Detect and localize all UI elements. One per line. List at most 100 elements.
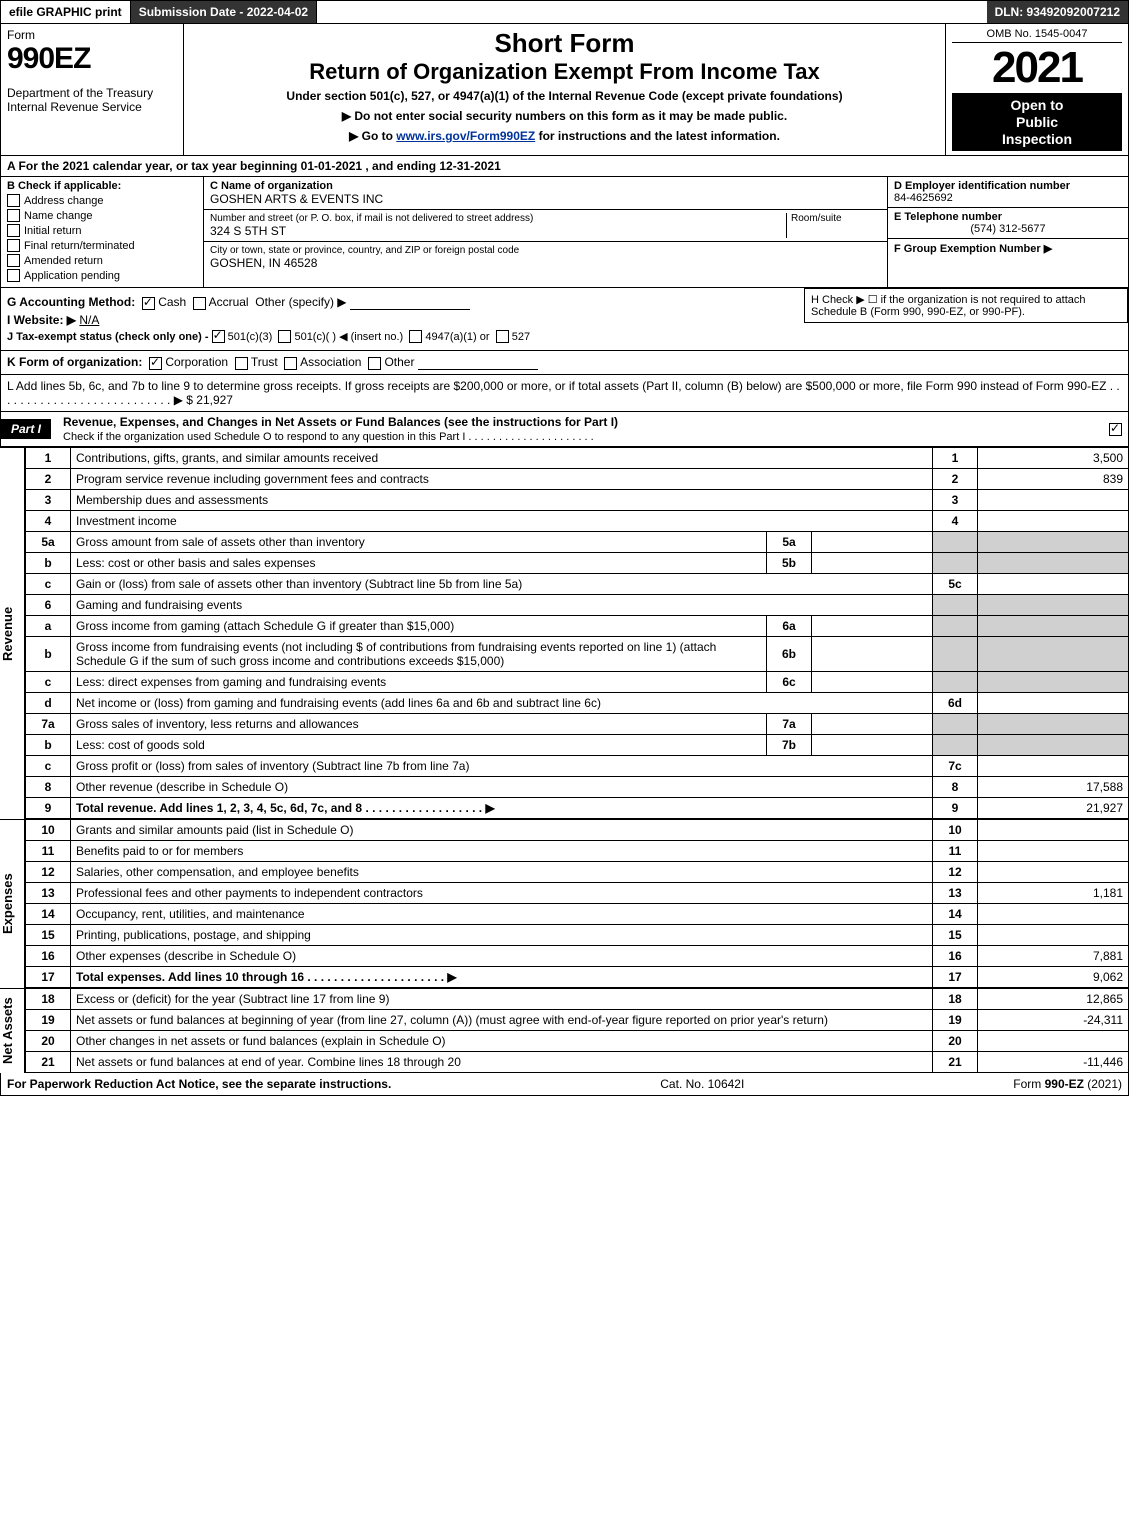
part1-label: Part I bbox=[1, 419, 51, 439]
form-header: Form 990EZ Department of the Treasury In… bbox=[0, 24, 1129, 156]
table-row: 6Gaming and fundraising events bbox=[26, 594, 1129, 615]
city-value: GOSHEN, IN 46528 bbox=[210, 256, 881, 270]
form-number: 990EZ bbox=[7, 42, 177, 76]
inspect-2: Public bbox=[954, 114, 1120, 131]
goto-post: for instructions and the latest informat… bbox=[539, 129, 780, 143]
chk-final-return[interactable]: Final return/terminated bbox=[7, 239, 197, 252]
table-row: 12Salaries, other compensation, and empl… bbox=[26, 861, 1129, 882]
chk-cash[interactable] bbox=[142, 297, 155, 310]
part1-sub: Check if the organization used Schedule … bbox=[63, 431, 594, 443]
inspect-3: Inspection bbox=[954, 131, 1120, 148]
topbar-spacer bbox=[317, 8, 986, 16]
page-footer: For Paperwork Reduction Act Notice, see … bbox=[0, 1073, 1129, 1096]
block-g-through-l: H Check ▶ ☐ if the organization is not r… bbox=[0, 288, 1129, 351]
table-row: 21Net assets or fund balances at end of … bbox=[26, 1051, 1129, 1072]
line-k: K Form of organization: Corporation Trus… bbox=[0, 351, 1129, 374]
goto-line: ▶ Go to www.irs.gov/Form990EZ for instru… bbox=[192, 129, 937, 143]
checkbox-icon bbox=[7, 224, 20, 237]
checkbox-icon bbox=[7, 269, 20, 282]
chk-address-change[interactable]: Address change bbox=[7, 194, 197, 207]
part1-title: Revenue, Expenses, and Changes in Net As… bbox=[59, 412, 1095, 446]
part1-bar: Part I Revenue, Expenses, and Changes in… bbox=[0, 412, 1129, 447]
chk-other-org[interactable] bbox=[368, 357, 381, 370]
chk-amended-return[interactable]: Amended return bbox=[7, 254, 197, 267]
chk-association[interactable] bbox=[284, 357, 297, 370]
table-row: bGross income from fundraising events (n… bbox=[26, 636, 1129, 671]
table-row: 13Professional fees and other payments t… bbox=[26, 882, 1129, 903]
table-row: 4Investment income4 bbox=[26, 510, 1129, 531]
table-row: 16Other expenses (describe in Schedule O… bbox=[26, 945, 1129, 966]
street-label: Number and street (or P. O. box, if mail… bbox=[210, 213, 786, 224]
checkbox-icon bbox=[1109, 423, 1122, 436]
checkbox-icon bbox=[7, 239, 20, 252]
inspect-1: Open to bbox=[954, 97, 1120, 114]
k-label: K Form of organization: bbox=[7, 355, 142, 369]
chk-trust[interactable] bbox=[235, 357, 248, 370]
block-d: D Employer identification number 84-4625… bbox=[888, 177, 1128, 208]
header-left: Form 990EZ Department of the Treasury In… bbox=[1, 24, 184, 155]
block-b-title: B Check if applicable: bbox=[7, 180, 197, 192]
expenses-vlabel: Expenses bbox=[0, 819, 25, 988]
j-label: J Tax-exempt status (check only one) - bbox=[7, 331, 212, 343]
form-word: Form bbox=[7, 28, 177, 42]
line-a: A For the 2021 calendar year, or tax yea… bbox=[0, 156, 1129, 177]
table-row: cLess: direct expenses from gaming and f… bbox=[26, 671, 1129, 692]
tax-year: 2021 bbox=[952, 43, 1122, 93]
chk-accrual[interactable] bbox=[193, 297, 206, 310]
expenses-section: Expenses 10Grants and similar amounts pa… bbox=[0, 819, 1129, 988]
top-bar: efile GRAPHIC print Submission Date - 20… bbox=[0, 0, 1129, 24]
chk-527[interactable] bbox=[496, 330, 509, 343]
chk-501c[interactable] bbox=[278, 330, 291, 343]
block-e: E Telephone number (574) 312-5677 bbox=[888, 208, 1128, 239]
footer-right: Form 990-EZ (2021) bbox=[1013, 1077, 1122, 1091]
netassets-vlabel: Net Assets bbox=[0, 988, 25, 1073]
chk-501c3[interactable] bbox=[212, 330, 225, 343]
table-row: 19Net assets or fund balances at beginni… bbox=[26, 1009, 1129, 1030]
submission-date: Submission Date - 2022-04-02 bbox=[131, 1, 317, 23]
chk-name-change[interactable]: Name change bbox=[7, 209, 197, 222]
revenue-vlabel: Revenue bbox=[0, 447, 25, 819]
footer-left: For Paperwork Reduction Act Notice, see … bbox=[7, 1077, 391, 1091]
ein-value: 84-4625692 bbox=[894, 192, 1122, 204]
footer-mid: Cat. No. 10642I bbox=[660, 1077, 744, 1091]
expenses-table: 10Grants and similar amounts paid (list … bbox=[25, 819, 1129, 988]
city-label: City or town, state or province, country… bbox=[210, 245, 881, 256]
block-c: C Name of organization GOSHEN ARTS & EVE… bbox=[204, 177, 887, 287]
ssn-warning: ▶ Do not enter social security numbers o… bbox=[192, 109, 937, 123]
chk-4947[interactable] bbox=[409, 330, 422, 343]
phone-value: (574) 312-5677 bbox=[894, 223, 1122, 235]
table-row: 5aGross amount from sale of assets other… bbox=[26, 531, 1129, 552]
revenue-table: 1Contributions, gifts, grants, and simil… bbox=[25, 447, 1129, 819]
chk-initial-return[interactable]: Initial return bbox=[7, 224, 197, 237]
table-row: aGross income from gaming (attach Schedu… bbox=[26, 615, 1129, 636]
other-specify-blank bbox=[350, 297, 470, 310]
header-right: OMB No. 1545-0047 2021 Open to Public In… bbox=[946, 24, 1128, 155]
room-label: Room/suite bbox=[791, 213, 881, 224]
header-center: Short Form Return of Organization Exempt… bbox=[184, 24, 946, 155]
street-value: 324 S 5TH ST bbox=[210, 224, 786, 238]
table-row: dNet income or (loss) from gaming and fu… bbox=[26, 692, 1129, 713]
table-row: 9Total revenue. Add lines 1, 2, 3, 4, 5c… bbox=[26, 797, 1129, 818]
table-row: 18Excess or (deficit) for the year (Subt… bbox=[26, 988, 1129, 1009]
under-section: Under section 501(c), 527, or 4947(a)(1)… bbox=[192, 89, 937, 103]
line-l: L Add lines 5b, 6c, and 7b to line 9 to … bbox=[0, 375, 1129, 412]
table-row: 10Grants and similar amounts paid (list … bbox=[26, 819, 1129, 840]
net-assets-table: 18Excess or (deficit) for the year (Subt… bbox=[25, 988, 1129, 1073]
other-org-blank bbox=[418, 357, 538, 370]
checkbox-icon bbox=[7, 194, 20, 207]
open-to-public: Open to Public Inspection bbox=[952, 93, 1122, 151]
org-name: GOSHEN ARTS & EVENTS INC bbox=[210, 192, 881, 206]
group-exemption-label: F Group Exemption Number ▶ bbox=[894, 242, 1122, 255]
short-form-title: Short Form bbox=[192, 28, 937, 59]
line-j: J Tax-exempt status (check only one) - 5… bbox=[7, 330, 1122, 344]
block-b: B Check if applicable: Address change Na… bbox=[1, 177, 204, 287]
table-row: bLess: cost of goods sold7b bbox=[26, 734, 1129, 755]
part1-schedo-check[interactable] bbox=[1103, 418, 1128, 438]
chk-corporation[interactable] bbox=[149, 357, 162, 370]
chk-application-pending[interactable]: Application pending bbox=[7, 269, 197, 282]
revenue-section: Revenue 1Contributions, gifts, grants, a… bbox=[0, 447, 1129, 819]
dept-line2: Internal Revenue Service bbox=[7, 100, 177, 114]
checkbox-icon bbox=[7, 209, 20, 222]
table-row: 2Program service revenue including gover… bbox=[26, 468, 1129, 489]
irs-link[interactable]: www.irs.gov/Form990EZ bbox=[396, 129, 535, 143]
